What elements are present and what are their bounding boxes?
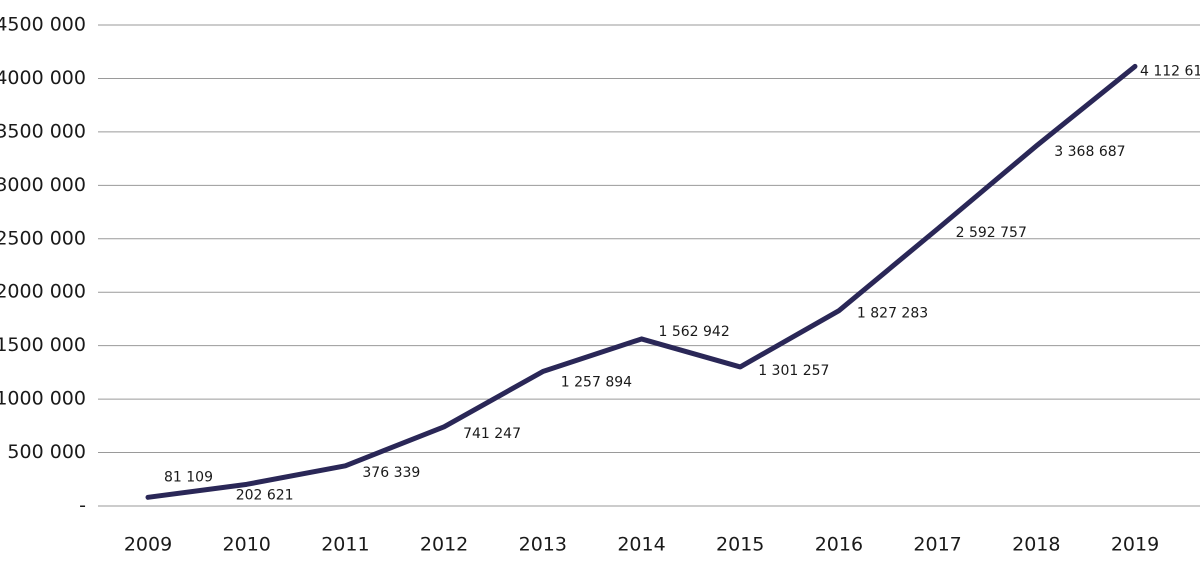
- x-tick-label: 2010: [223, 534, 271, 556]
- y-tick-label: 2500 000: [0, 227, 86, 249]
- data-line: [145, 63, 1138, 500]
- data-label: 81 109: [164, 469, 213, 485]
- y-tick-label: -: [79, 495, 86, 517]
- y-tick-label: 1500 000: [0, 334, 86, 356]
- data-label: 2 592 757: [956, 225, 1027, 241]
- x-tick-label: 2013: [519, 534, 567, 556]
- data-label: 202 621: [236, 487, 294, 503]
- data-label: 4 112 613: [1140, 63, 1200, 79]
- y-tick-label: 4500 000: [0, 14, 86, 36]
- data-label: 3 368 687: [1054, 144, 1125, 160]
- x-tick-label: 2019: [1111, 534, 1159, 556]
- x-tick-label: 2016: [815, 534, 863, 556]
- x-tick-label: 2018: [1012, 534, 1060, 556]
- y-tick-label: 2000 000: [0, 281, 86, 303]
- y-tick-label: 1000 000: [0, 388, 86, 410]
- x-tick-label: 2012: [420, 534, 468, 556]
- data-label: 376 339: [362, 465, 420, 481]
- data-label: 1 257 894: [561, 375, 632, 391]
- data-label: 1 562 942: [659, 324, 730, 340]
- data-label: 1 301 257: [758, 363, 829, 379]
- x-tick-label: 2015: [716, 534, 764, 556]
- x-tick-label: 2009: [124, 534, 172, 556]
- y-tick-label: 3000 000: [0, 174, 86, 196]
- x-tick-label: 2014: [617, 534, 665, 556]
- x-tick-label: 2017: [913, 534, 961, 556]
- x-tick-label: 2011: [321, 534, 369, 556]
- y-tick-label: 3500 000: [0, 120, 86, 142]
- data-label: 741 247: [463, 426, 521, 442]
- y-tick-label: 500 000: [7, 441, 86, 463]
- y-tick-label: 4000 000: [0, 67, 86, 89]
- data-label: 1 827 283: [857, 306, 928, 322]
